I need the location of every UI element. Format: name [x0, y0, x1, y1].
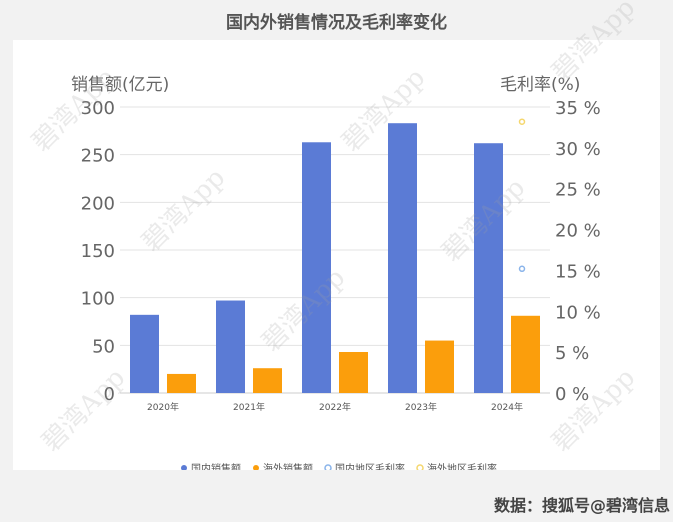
- chart-plot: 0 50 100 150 200 250 300 0 % 5 % 10 % 15 % 20 % 25 %…: [71, 75, 601, 470]
- legend-label: 海外销售额: [263, 462, 313, 470]
- bar-domestic: [130, 314, 159, 393]
- margin-point-overseas: [518, 118, 526, 125]
- y-tick-label-right: 0 %: [555, 384, 589, 405]
- legend-label: 海外地区毛利率: [427, 462, 497, 470]
- y-tick-label-left: 150: [81, 241, 115, 262]
- y-tick-label-right: 30 %: [555, 139, 601, 160]
- x-tick-label: 2024年: [491, 401, 523, 413]
- x-tick-label: 2023年: [405, 401, 437, 413]
- y-tick-label-left: 200: [81, 193, 115, 214]
- bar-overseas: [511, 315, 540, 393]
- chart-title: 国内外销售情况及毛利率变化: [226, 13, 447, 33]
- bar-domestic: [474, 143, 503, 393]
- left-axis-label: 销售额(亿元): [71, 75, 169, 95]
- y-tick-label-left: 300: [81, 98, 115, 119]
- bar-overseas: [167, 373, 196, 393]
- y-tick-label-left: 50: [92, 336, 115, 357]
- y-tick-label-left: 0: [104, 384, 115, 405]
- y-tick-label-right: 10 %: [555, 302, 601, 323]
- x-tick-label: 2020年: [147, 401, 179, 413]
- source-note: 数据：搜狐号@碧湾信息: [494, 496, 671, 515]
- y-tick-label-left: 100: [81, 289, 115, 310]
- x-tick-label: 2021年: [233, 401, 265, 413]
- x-tick-label: 2022年: [319, 401, 351, 413]
- bar-overseas: [339, 352, 368, 393]
- bar-domestic: [216, 300, 245, 393]
- chart-card: 0 50 100 150 200 250 300 0 % 5 % 10 % 15 % 20 % 25 %…: [13, 40, 660, 470]
- legend-label: 国内销售额: [191, 462, 241, 470]
- y-tick-label-left: 250: [81, 146, 115, 167]
- y-tick-label-right: 15 %: [555, 261, 601, 282]
- right-axis-label: 毛利率(%): [500, 75, 580, 95]
- y-tick-label-right: 25 %: [555, 180, 601, 201]
- margin-point-domestic: [518, 265, 526, 273]
- bar-overseas: [425, 340, 454, 393]
- legend-marker: [253, 465, 259, 470]
- legend-label: 国内地区毛利率: [335, 462, 405, 470]
- bar-domestic: [302, 142, 331, 393]
- y-tick-label-right: 5 %: [555, 343, 589, 364]
- legend-marker: [416, 464, 424, 470]
- y-tick-label-right: 35 %: [555, 98, 601, 119]
- legend-marker: [181, 465, 187, 470]
- legend-marker: [324, 464, 332, 470]
- y-tick-label-right: 20 %: [555, 221, 601, 242]
- bar-domestic: [388, 123, 417, 393]
- bar-overseas: [253, 368, 282, 393]
